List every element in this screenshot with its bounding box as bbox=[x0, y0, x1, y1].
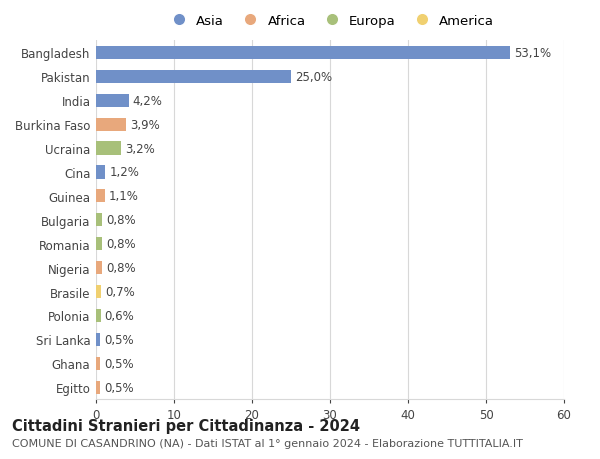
Bar bbox=[96, 262, 102, 274]
Text: 0,5%: 0,5% bbox=[104, 381, 133, 394]
Text: 3,9%: 3,9% bbox=[130, 118, 160, 131]
Bar bbox=[96, 357, 100, 370]
Text: 1,2%: 1,2% bbox=[109, 166, 139, 179]
Bar bbox=[96, 71, 291, 84]
Text: 25,0%: 25,0% bbox=[295, 71, 332, 84]
Text: 0,6%: 0,6% bbox=[104, 309, 134, 322]
Text: 3,2%: 3,2% bbox=[125, 142, 155, 155]
Text: 1,1%: 1,1% bbox=[109, 190, 139, 203]
Text: 0,8%: 0,8% bbox=[106, 262, 136, 274]
Bar bbox=[96, 333, 100, 346]
Text: 4,2%: 4,2% bbox=[133, 95, 163, 107]
Bar bbox=[96, 285, 101, 298]
Bar bbox=[96, 142, 121, 155]
Bar bbox=[96, 166, 106, 179]
Legend: Asia, Africa, Europa, America: Asia, Africa, Europa, America bbox=[166, 15, 494, 28]
Bar bbox=[96, 190, 104, 203]
Text: Cittadini Stranieri per Cittadinanza - 2024: Cittadini Stranieri per Cittadinanza - 2… bbox=[12, 418, 360, 433]
Bar bbox=[96, 309, 101, 322]
Bar bbox=[96, 238, 102, 251]
Bar bbox=[96, 118, 127, 131]
Bar bbox=[96, 214, 102, 227]
Text: 0,5%: 0,5% bbox=[104, 357, 133, 370]
Text: 0,5%: 0,5% bbox=[104, 333, 133, 346]
Text: 0,8%: 0,8% bbox=[106, 238, 136, 251]
Bar bbox=[96, 47, 510, 60]
Text: 0,7%: 0,7% bbox=[106, 285, 135, 298]
Bar bbox=[96, 95, 129, 107]
Text: 53,1%: 53,1% bbox=[514, 47, 551, 60]
Bar bbox=[96, 381, 100, 394]
Text: 0,8%: 0,8% bbox=[106, 214, 136, 227]
Text: COMUNE DI CASANDRINO (NA) - Dati ISTAT al 1° gennaio 2024 - Elaborazione TUTTITA: COMUNE DI CASANDRINO (NA) - Dati ISTAT a… bbox=[12, 438, 523, 448]
